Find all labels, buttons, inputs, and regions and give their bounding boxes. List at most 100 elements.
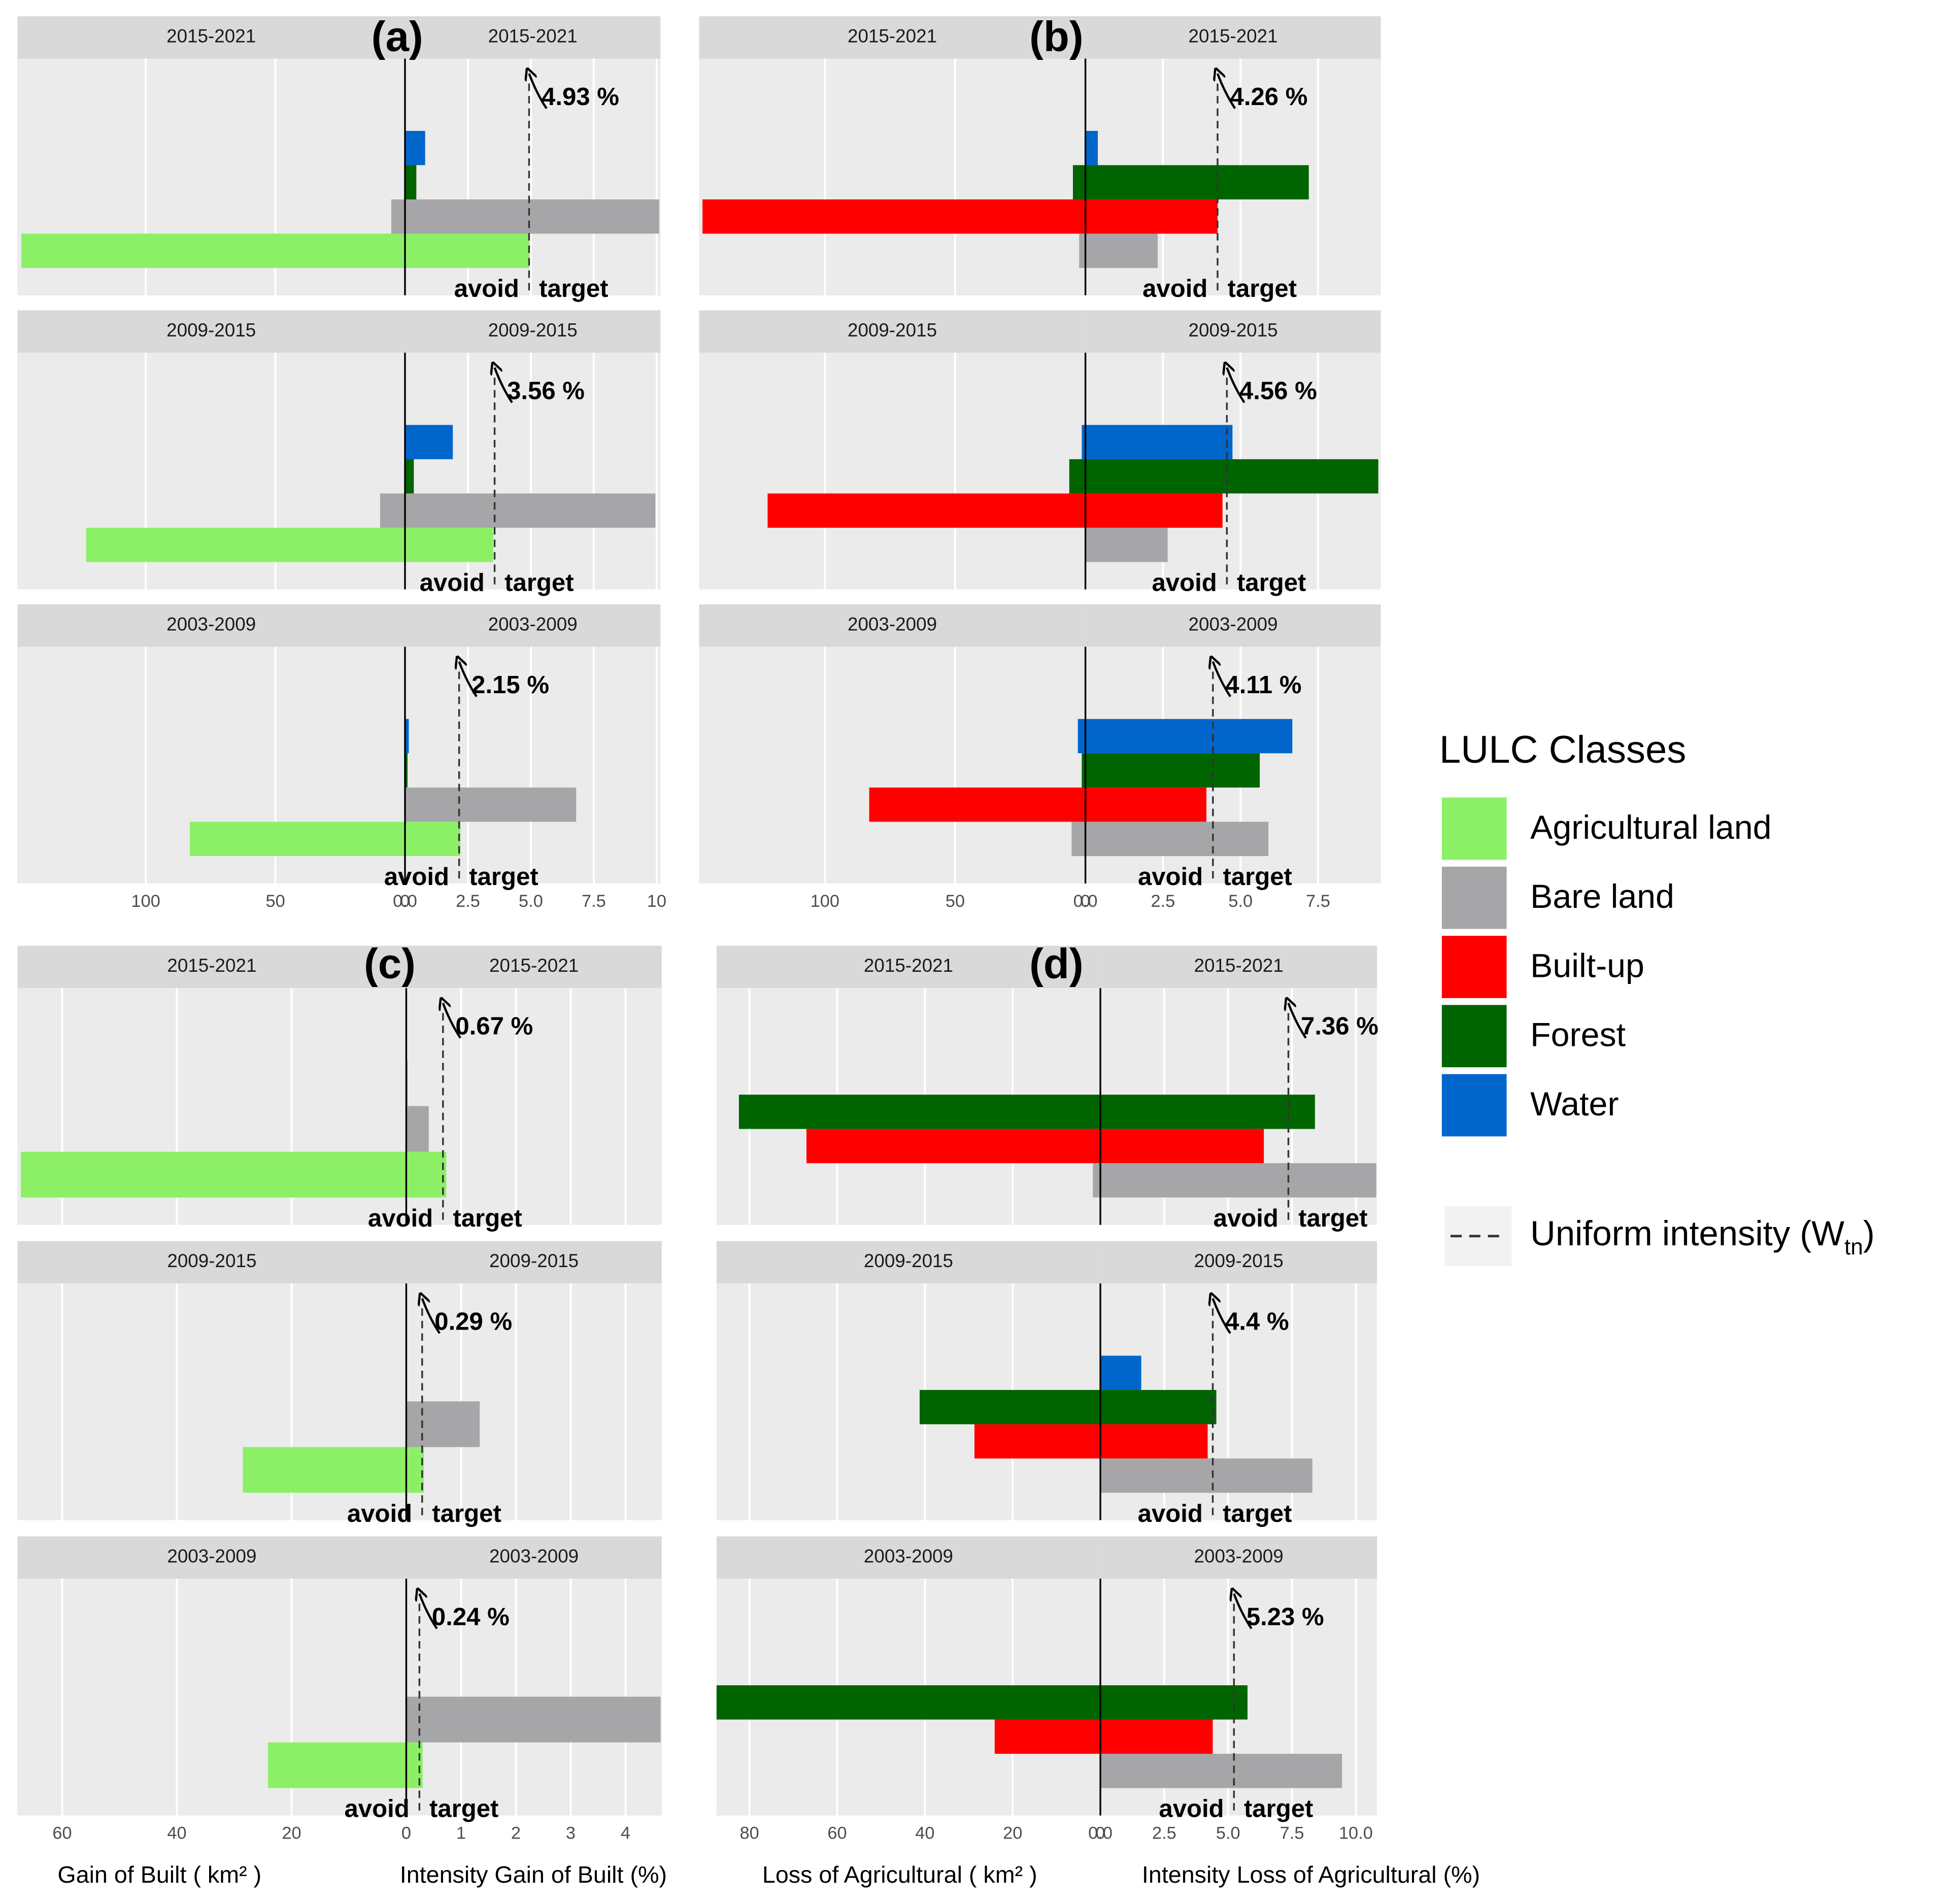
uniform-arrow [443, 1003, 462, 1039]
bar-intensity [1085, 459, 1378, 494]
x-tick-label: 0 [401, 1823, 411, 1843]
target-label: target [1244, 1795, 1313, 1823]
strip-bg [1085, 604, 1381, 647]
bar-intensity [1100, 1095, 1315, 1129]
bar-intensity [406, 1401, 480, 1447]
legend-swatch [1441, 866, 1507, 929]
strip-label: 2009-2015 [489, 1250, 579, 1271]
bar-area [869, 787, 1086, 822]
bar-intensity [406, 1106, 429, 1152]
strip-label: 2003-2009 [167, 1546, 256, 1567]
bar-area [994, 1719, 1101, 1754]
strip-bg [406, 945, 662, 989]
bar-intensity [405, 753, 408, 788]
uniform-label: 4.93 % [542, 83, 619, 111]
x-tick-label: 0 [401, 1823, 411, 1843]
legend-swatch [1441, 1005, 1507, 1068]
uniform-arrow [1289, 1003, 1307, 1039]
bar-intensity [406, 1696, 661, 1743]
uniform-label: 0.29 % [434, 1308, 512, 1336]
uniform-arrow [529, 74, 548, 109]
bar-intensity [1085, 130, 1098, 165]
bar-intensity [405, 233, 530, 268]
bar-intensity [405, 165, 417, 199]
x-tick-label: 100 [131, 892, 160, 911]
x-tick-label: 1 [456, 1823, 466, 1843]
avoid-label: avoid [1138, 1500, 1203, 1527]
strip-label: 2009-2015 [167, 1250, 256, 1271]
bar-intensity [405, 130, 425, 165]
x-axis-title: Intensity Gain of Built (%) [400, 1861, 667, 1888]
strip-bg [17, 310, 405, 353]
bar-intensity [1085, 199, 1218, 234]
legend-title: LULC Classes [1439, 728, 1686, 771]
strip-label: 2015-2021 [864, 955, 953, 976]
target-label: target [1223, 1500, 1292, 1527]
bar-intensity [1100, 1355, 1141, 1390]
strip-label: 2009-2015 [1194, 1250, 1284, 1271]
x-tick-label: 2 [511, 1823, 521, 1843]
x-tick-label: 2.5 [456, 892, 480, 911]
avoid-label: avoid [1142, 275, 1207, 302]
x-tick-label: 0.0 [1088, 1823, 1113, 1843]
strip-label: 2015-2021 [1194, 955, 1284, 976]
panel-label: (c) [364, 940, 416, 988]
x-tick-label: 100 [811, 892, 839, 911]
x-tick-label: 7.5 [582, 892, 606, 911]
strip-label: 2003-2009 [1189, 614, 1278, 634]
avoid-label: avoid [368, 1205, 433, 1232]
strip-bg [716, 945, 1101, 989]
bar-intensity [406, 1447, 424, 1493]
bar-intensity [1085, 719, 1293, 754]
uniform-arrow [459, 662, 478, 697]
uniform-label: 3.56 % [507, 378, 585, 405]
legend-swatch [1441, 797, 1507, 860]
x-tick-label: 0 [1081, 892, 1090, 911]
x-tick-label: 10.0 [1339, 1823, 1373, 1843]
bar-area [767, 493, 1086, 528]
uniform-arrow [1218, 74, 1236, 109]
strip-bg [405, 604, 661, 647]
strip-label: 2003-2009 [166, 614, 256, 634]
bar-area [21, 233, 405, 268]
strip-label: 2009-2015 [864, 1250, 953, 1271]
x-tick-label: 80 [740, 1823, 759, 1843]
strip-label: 2015-2021 [167, 955, 256, 976]
x-tick-label: 5.0 [1228, 892, 1253, 911]
bar-intensity [1085, 425, 1233, 459]
bar-area [21, 1151, 407, 1198]
bar-area [190, 822, 405, 856]
avoid-label: avoid [420, 569, 485, 597]
x-tick-label: 7.5 [1280, 1823, 1304, 1843]
legend-uniform: Uniform intensity (Wtn) [1530, 1214, 1875, 1260]
strip-bg [405, 310, 661, 353]
x-tick-label: 0 [400, 892, 410, 911]
x-tick-label: 2.5 [1151, 892, 1175, 911]
bar-area [702, 199, 1086, 234]
bar-intensity [405, 199, 659, 234]
target-label: target [469, 863, 538, 891]
uniform-label: 5.23 % [1246, 1604, 1324, 1631]
avoid-label: avoid [1214, 1205, 1278, 1232]
uniform-arrow [1213, 662, 1232, 697]
legend-label: Agricultural land [1530, 809, 1771, 846]
bar-intensity [1085, 787, 1207, 822]
bar-area [1072, 165, 1086, 199]
bar-area [243, 1447, 407, 1493]
bar-intensity [1100, 1719, 1213, 1754]
bar-intensity [1100, 1163, 1376, 1198]
x-tick-label: 7.5 [1306, 892, 1330, 911]
bar-area [974, 1424, 1101, 1459]
x-tick-label: 60 [827, 1823, 847, 1843]
bar-intensity [1085, 753, 1260, 788]
legend-label: Bare land [1530, 878, 1674, 915]
avoid-label: avoid [1159, 1795, 1224, 1823]
target-label: target [1298, 1205, 1367, 1232]
legend-label: Built-up [1530, 947, 1644, 984]
bar-intensity [1085, 165, 1309, 199]
x-axis-title: Intensity Loss of Agricultural (%) [1142, 1861, 1480, 1888]
panel-label: (a) [372, 13, 423, 60]
strip-bg [1100, 1536, 1377, 1579]
strip-bg [716, 1241, 1101, 1284]
